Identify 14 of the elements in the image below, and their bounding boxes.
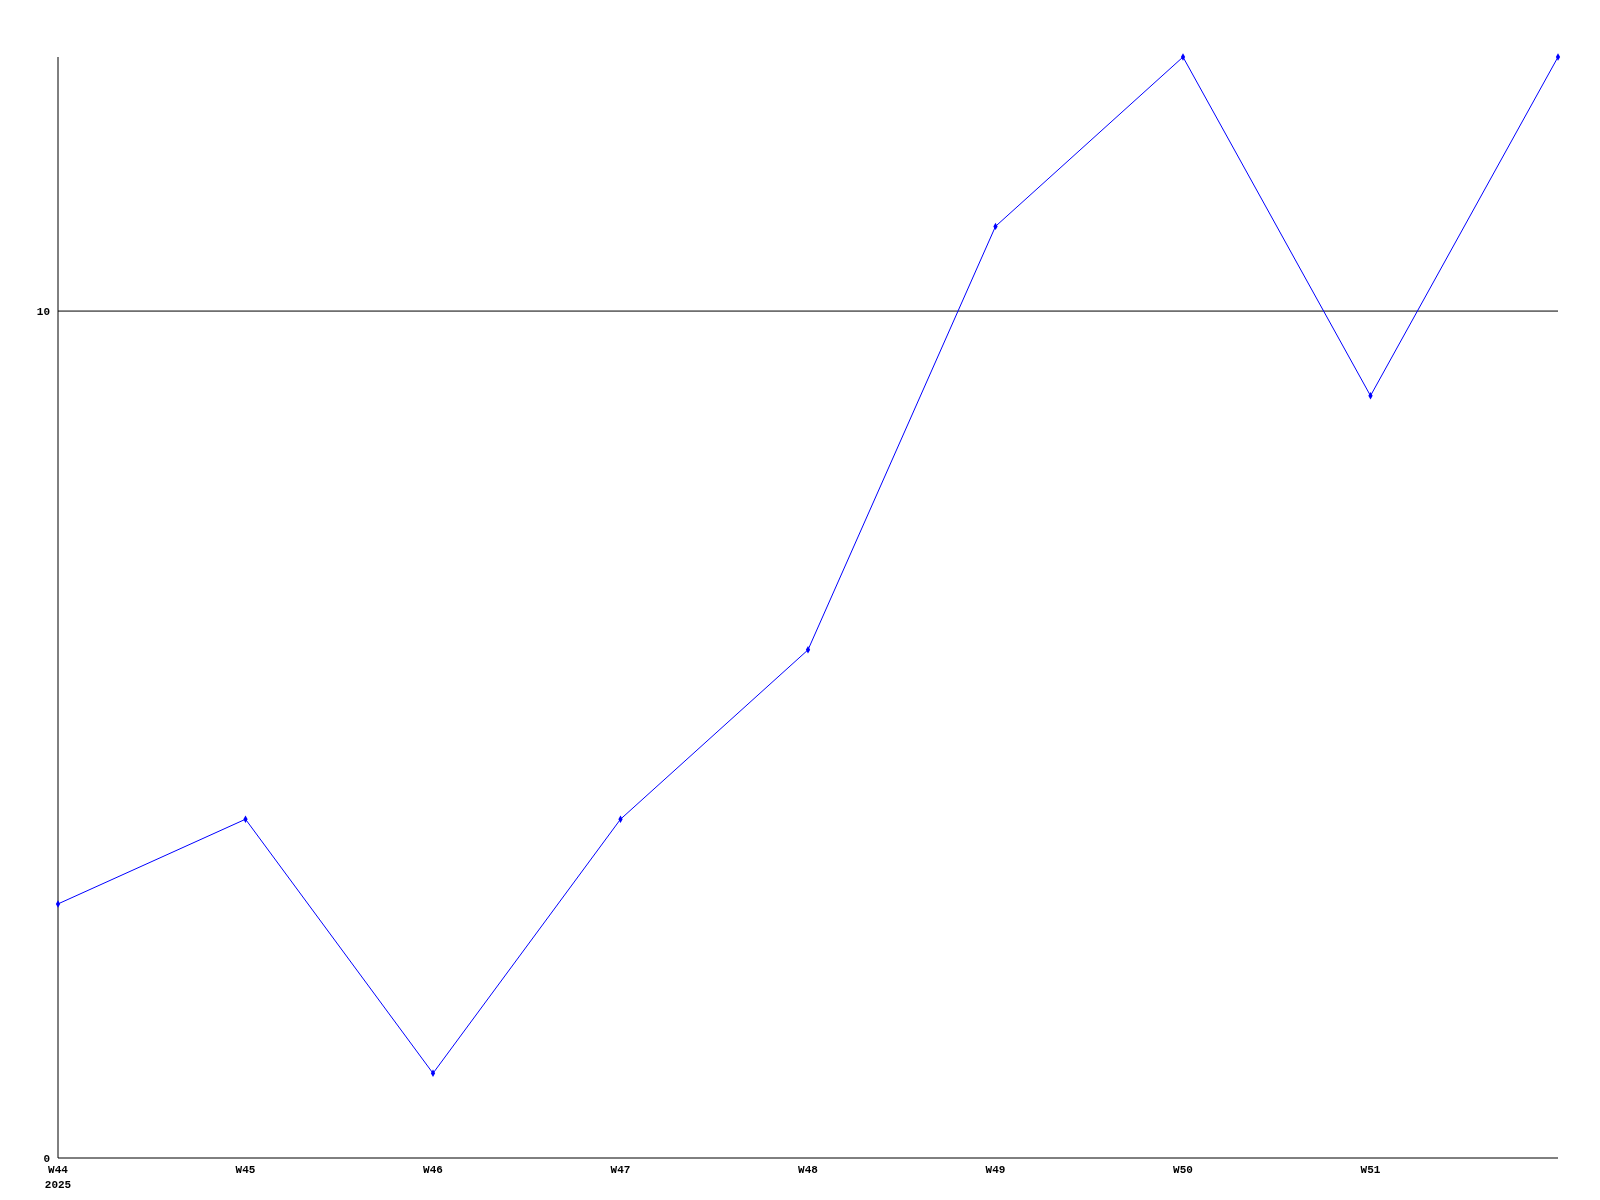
x-tick-label: W44 2025 (44, 1164, 72, 1191)
x-tick-label: W50 (1173, 1164, 1193, 1176)
y-tick-label: 10 (36, 305, 50, 318)
point (1555, 53, 1561, 61)
x-tick-label: W49 (985, 1164, 1006, 1176)
point (805, 646, 811, 654)
point (1180, 53, 1186, 61)
y-tick-label: 0 (43, 1152, 50, 1165)
x-tick-label: W46 (423, 1164, 443, 1176)
x-tick-label: W45 (235, 1164, 256, 1176)
point (55, 900, 61, 908)
x-tick-label: W48 (798, 1164, 819, 1176)
x-tick-label: W47 (610, 1164, 631, 1176)
x-tick-label: W51 (1360, 1164, 1381, 1176)
